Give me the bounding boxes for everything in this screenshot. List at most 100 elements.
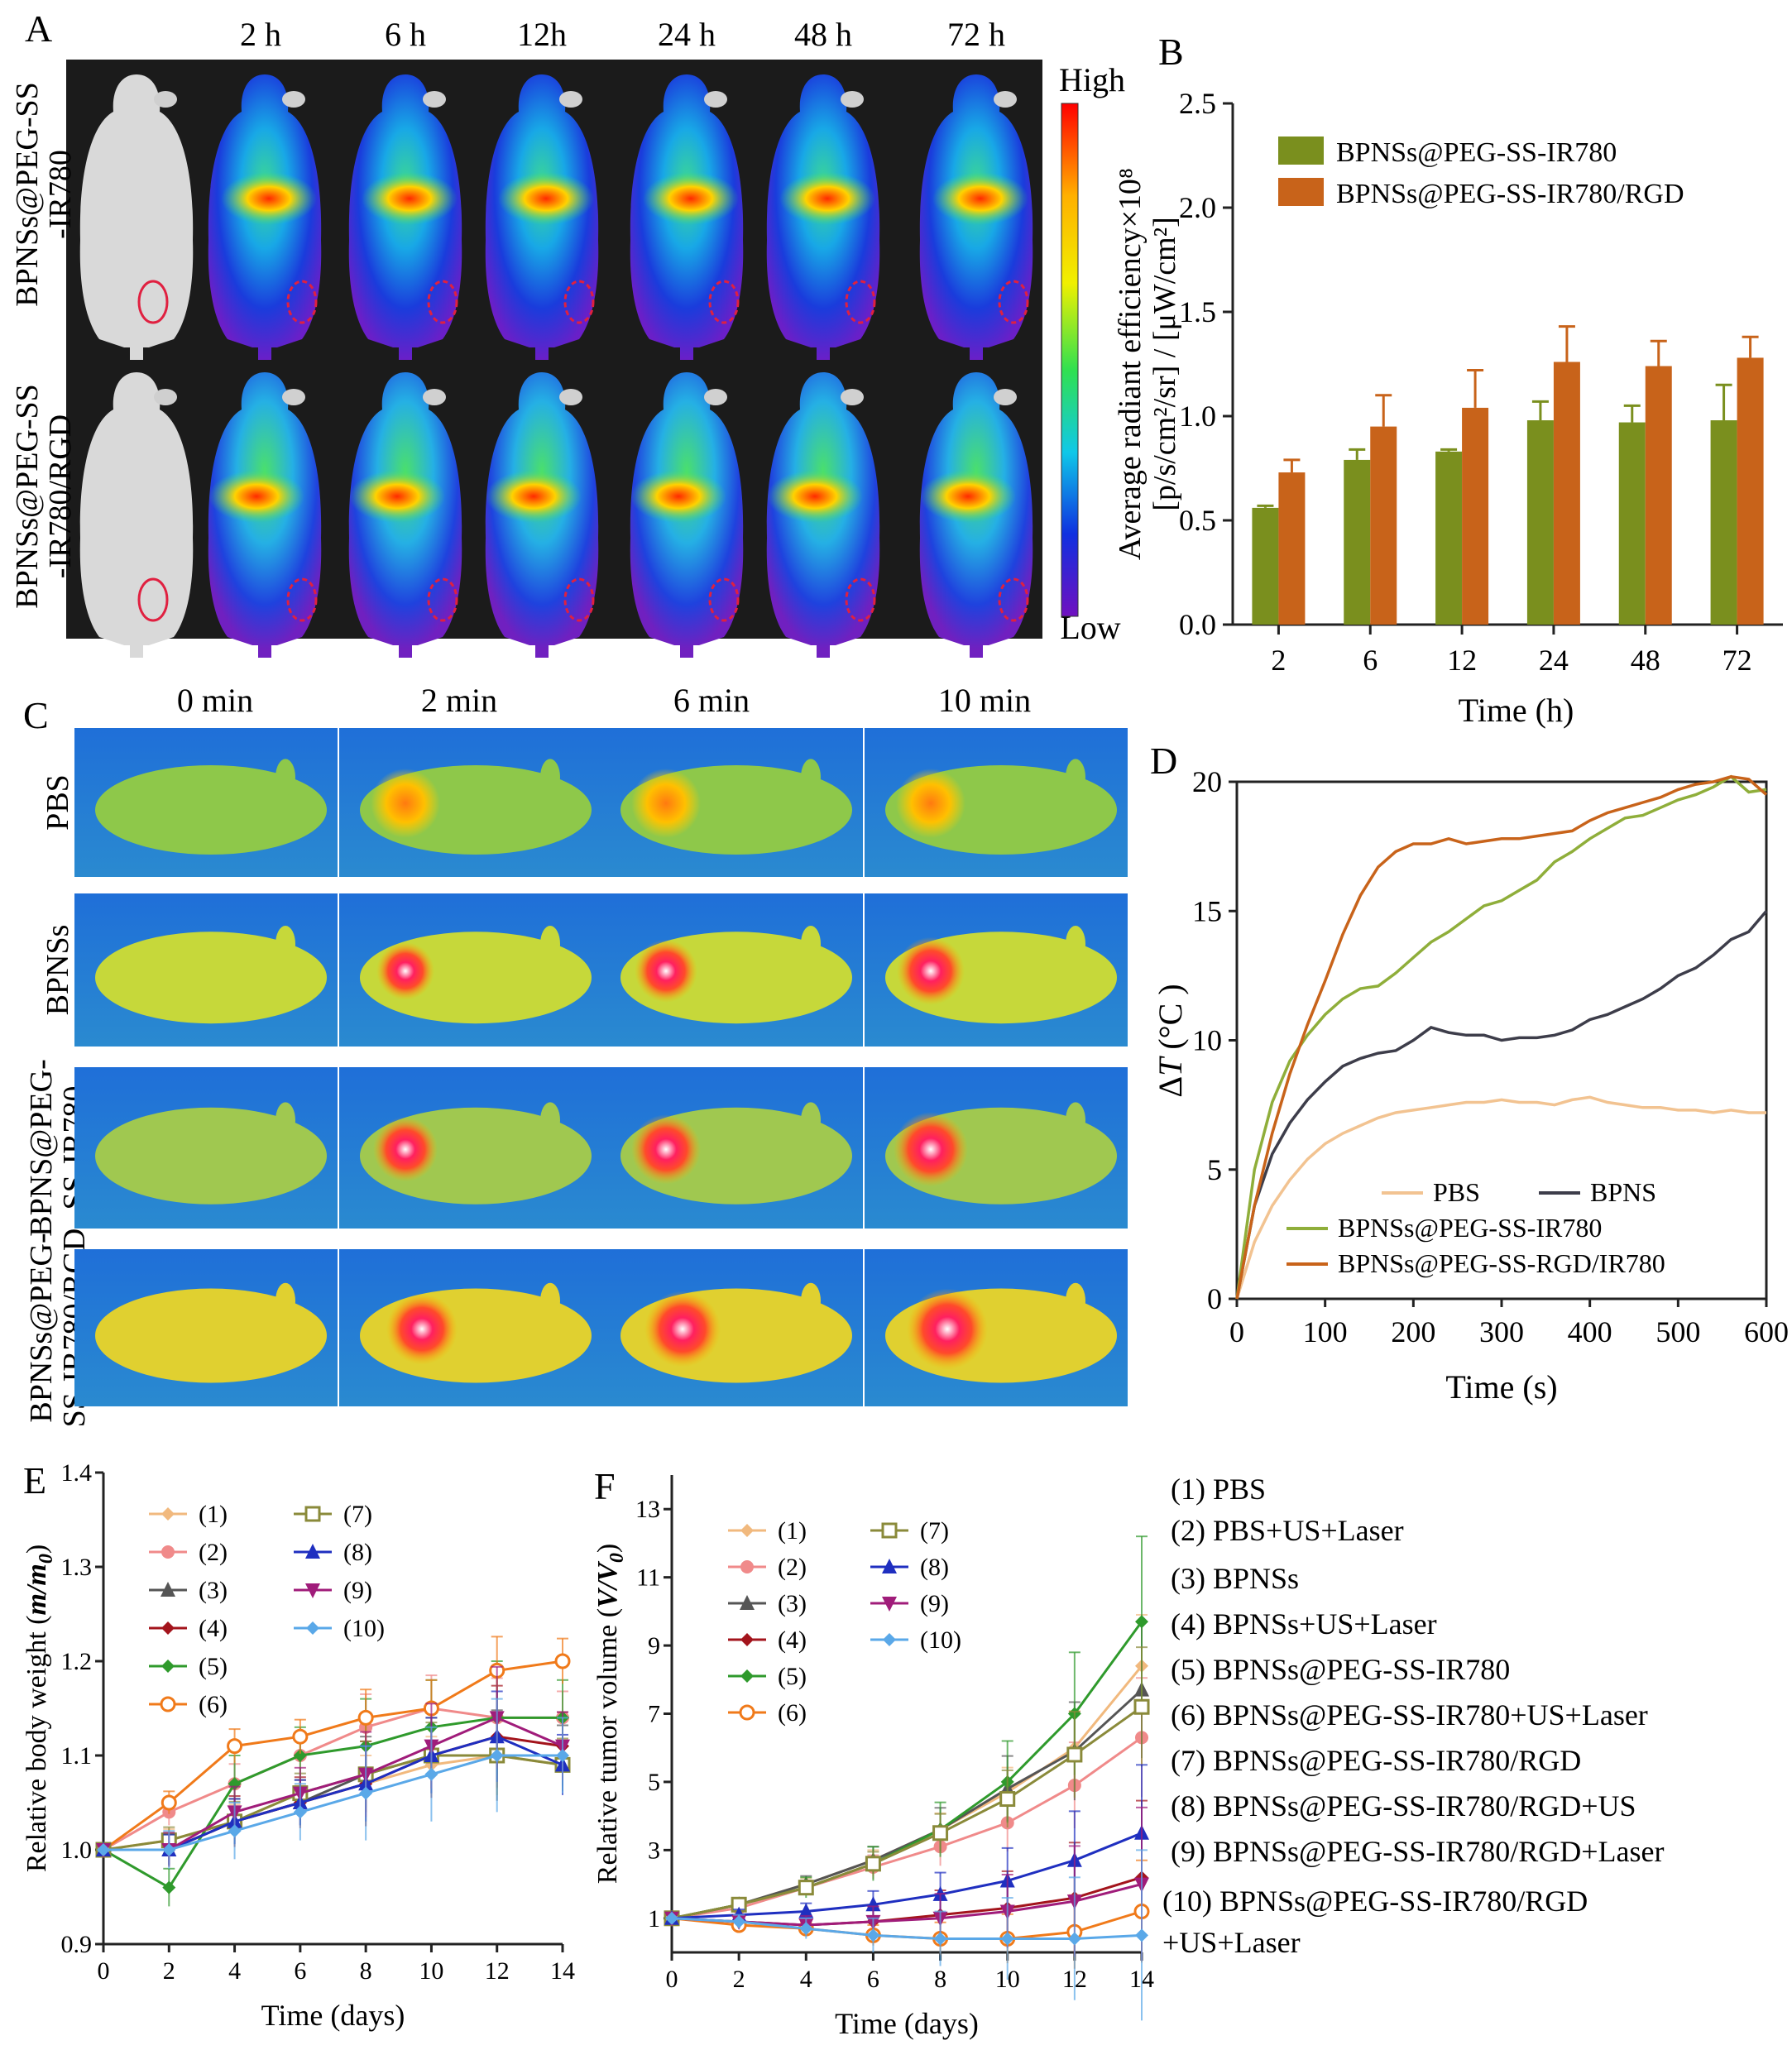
data-point — [228, 1824, 242, 1838]
legend-marker — [882, 1597, 897, 1612]
bar — [1710, 420, 1737, 625]
tumor-region-circle — [563, 577, 595, 622]
y-axis-title: ΔT (°C ) — [1152, 984, 1189, 1097]
legend-marker — [161, 1545, 175, 1559]
tumor-region-circle — [998, 280, 1029, 324]
timepoint-label: 6 h — [385, 16, 426, 53]
liver-signal — [208, 470, 304, 523]
legend-marker — [161, 1621, 175, 1635]
legend-list-item: (8) BPNSs@PEG-SS-IR780/RGD+US — [1171, 1789, 1636, 1822]
row-label-group: BPNSs@PEG-SS-IR780 — [10, 82, 78, 307]
data-point — [1067, 1932, 1081, 1946]
y-axis-title: Relative body weight (m/m0) — [22, 1545, 57, 1872]
legend-label: (8) — [920, 1554, 949, 1581]
legend-label: BPNS — [1590, 1177, 1656, 1207]
liver-signal — [920, 470, 1016, 523]
tumor-region-circle — [845, 577, 876, 622]
mouse-ear — [1066, 1102, 1085, 1139]
mouse-ear — [276, 926, 295, 963]
mouse-ear — [540, 1282, 560, 1320]
legend-list-item: (7) BPNSs@PEG-SS-IR780/RGD — [1171, 1744, 1581, 1777]
legend-label: (1) — [778, 1517, 807, 1545]
data-point — [866, 1928, 880, 1942]
y-tick-label: 0 — [1207, 1282, 1222, 1315]
y-tick-label: 15 — [1192, 894, 1222, 927]
legend-marker — [161, 1582, 175, 1597]
legend-marker — [740, 1560, 754, 1573]
row-label: -IR780 — [43, 150, 78, 239]
legend-list-item: (9) BPNSs@PEG-SS-IR780/RGD+Laser — [1171, 1835, 1664, 1868]
mouse-ear — [801, 759, 821, 796]
y-tick-label: 1.2 — [61, 1648, 93, 1675]
legend-marker — [306, 1621, 319, 1635]
data-point — [732, 1914, 746, 1928]
x-tick-label: 4 — [228, 1957, 241, 1985]
y-tick-label: 2.0 — [1179, 191, 1216, 224]
x-tick-label: 100 — [1303, 1315, 1348, 1348]
x-tick-label: 72 — [1723, 644, 1752, 677]
tumor-region-circle — [708, 280, 740, 324]
y-axis-title-line: [p/s/cm²/sr] / [μW/cm²] — [1148, 217, 1182, 511]
series — [665, 1613, 1148, 1925]
legend-label: (6) — [778, 1699, 807, 1727]
legend-label: (8) — [343, 1539, 372, 1566]
mouse-ear — [282, 389, 305, 405]
data-point — [162, 1843, 176, 1856]
panel-letter-a: A — [25, 7, 52, 50]
mouse-ear — [559, 389, 582, 405]
legend-marker — [740, 1524, 754, 1537]
fluorescence-mouse — [348, 372, 462, 658]
mouse-ear — [540, 759, 560, 796]
bar — [1462, 407, 1489, 625]
liver-signal — [779, 172, 875, 225]
timepoint-label: 72 h — [947, 16, 1005, 53]
legend-label: (4) — [199, 1615, 228, 1642]
x-tick-label: 6 — [294, 1957, 306, 1985]
mouse-ear — [276, 1282, 295, 1320]
fluorescence-mouse — [208, 372, 322, 658]
y-tick-label: 11 — [636, 1564, 660, 1592]
panel-c: C 0 min 2 min 6 min 10 min PBS BPNSs BPNS@PEG… — [23, 682, 1128, 1427]
row-label: -IR780/RGD — [43, 414, 78, 578]
data-point — [227, 1738, 243, 1755]
brightfield-mouse — [79, 372, 194, 658]
y-tick-label: 5 — [648, 1769, 660, 1796]
legend-swatch — [1278, 178, 1324, 206]
legend-label: BPNSs@PEG-SS-RGD/IR780 — [1338, 1248, 1665, 1278]
data-point — [999, 1791, 1016, 1808]
data-point — [799, 1922, 813, 1936]
row-label: BPNSs — [41, 925, 75, 1016]
timepoint-label: 48 h — [794, 16, 852, 53]
legend-label: (2) — [199, 1539, 228, 1566]
series-line — [103, 1754, 563, 1851]
bar — [1252, 507, 1279, 625]
data-point — [1135, 1928, 1148, 1942]
tumor-heat-spot — [896, 769, 965, 838]
tumor-region-circle — [563, 280, 595, 324]
mouse-ear — [994, 91, 1017, 108]
data-point — [97, 1843, 110, 1856]
series-line — [671, 1917, 1143, 1940]
data-point — [424, 1767, 438, 1781]
tumor-heat-spot — [635, 939, 697, 1003]
liver-signal — [486, 470, 582, 523]
series-line — [671, 1664, 1143, 1920]
y-tick-label: 7 — [648, 1701, 660, 1728]
y-axis-title-line: Average radiant efficiency×10⁸ — [1113, 168, 1148, 560]
panel-b: B 0.0 0.5 1.0 1.5 2.0 2.5 2 6 12 24 48 72 Time (h) Ave… — [1113, 31, 1783, 729]
series-line — [103, 1716, 563, 1890]
y-tick-label: 1.0 — [61, 1837, 93, 1864]
series-line — [1235, 910, 1768, 1300]
data-point — [1000, 1932, 1014, 1946]
tumor-region-circle — [998, 577, 1029, 622]
mouse-ear — [276, 1102, 295, 1139]
x-axis-title: Time (h) — [1459, 692, 1574, 729]
x-tick-label: 0 — [98, 1957, 110, 1985]
legend-list-item: (2) PBS+US+Laser — [1171, 1514, 1404, 1547]
treatment-group-legend: (1) PBS (2) PBS+US+Laser (3) BPNSs (4) BPNS… — [1162, 1473, 1664, 1959]
tumor-region-circle — [286, 577, 318, 622]
fluorescence-mouse — [485, 372, 599, 658]
legend-label: (10) — [343, 1615, 385, 1642]
tumor-region-circle — [137, 577, 169, 622]
legend-list-item: (6) BPNSs@PEG-SS-IR780+US+Laser — [1171, 1698, 1648, 1731]
